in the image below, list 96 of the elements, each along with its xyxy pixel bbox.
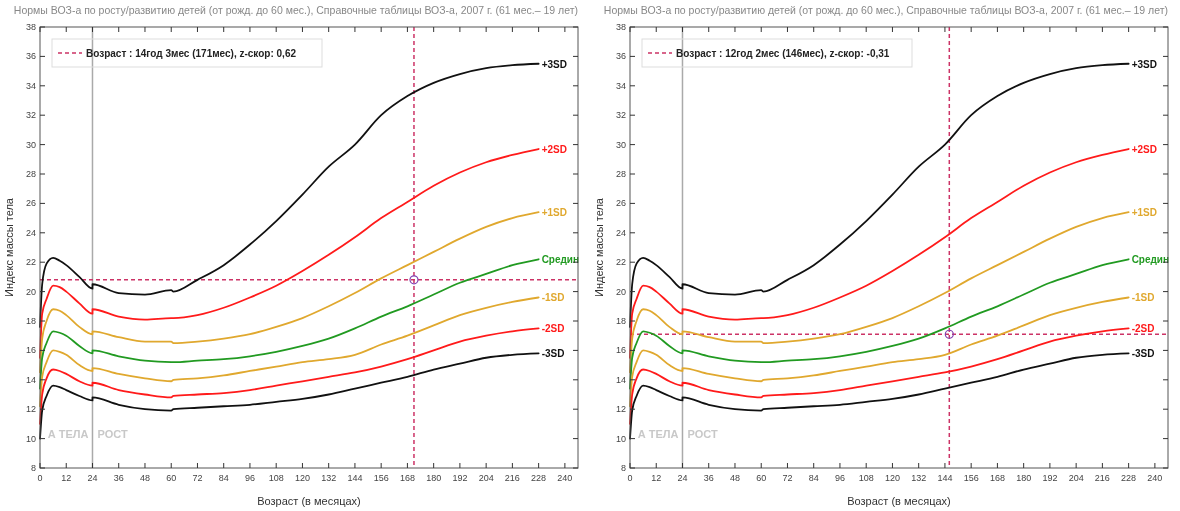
y-tick-label: 14 (25, 374, 36, 385)
x-tick-label: 168 (989, 473, 1005, 483)
x-tick-label: 240 (1147, 473, 1163, 483)
series-label: -2SD (1131, 323, 1155, 335)
y-tick-label: 32 (615, 110, 626, 121)
annotation: Возраст : 14год 3мес (171мес), z-скор: 0,62 (86, 48, 297, 59)
x-tick-label: 204 (1068, 473, 1084, 483)
x-axis-title: Возраст (в месяцах) (257, 495, 361, 507)
y-tick-label: 18 (615, 316, 626, 326)
y-tick-label: 34 (615, 80, 626, 91)
x-tick-label: 228 (531, 473, 547, 483)
x-tick-label: 48 (729, 473, 740, 483)
x-tick-label: 180 (1016, 473, 1032, 483)
x-tick-label: 108 (268, 473, 284, 483)
y-tick-label: 30 (25, 139, 36, 150)
y-tick-label: 36 (615, 51, 626, 62)
x-tick-label: 72 (782, 473, 793, 483)
x-tick-label: 120 (294, 473, 310, 483)
x-axis-title: Возраст (в месяцах) (847, 495, 951, 507)
y-tick-label: 20 (25, 286, 36, 297)
x-tick-label: 156 (373, 473, 389, 483)
chart-title: Нормы ВОЗ-а по росту/развитию детей (от рожд. до 60 мес.), Справочные таблицы ВОЗ-а, 2007 г. (61 мес.– 19 лет) (13, 4, 578, 16)
series-label: -3SD (1131, 348, 1155, 360)
y-tick-label: 32 (25, 110, 36, 121)
x-tick-label: 60 (166, 473, 177, 483)
y-tick-label: 20 (615, 286, 626, 297)
series-label: +3SD (541, 58, 567, 70)
y-tick-label: 22 (615, 257, 626, 268)
series-label: -1SD (541, 292, 565, 304)
series-label: -3SD (541, 348, 565, 360)
x-tick-label: 0 (37, 473, 43, 483)
y-tick-label: 28 (25, 169, 36, 179)
y-tick-label: 16 (615, 345, 626, 356)
x-tick-label: 144 (937, 473, 953, 483)
x-tick-label: 96 (834, 473, 845, 483)
y-tick-label: 10 (615, 433, 626, 444)
series-label: -2SD (541, 323, 565, 335)
x-tick-label: 156 (963, 473, 979, 483)
x-tick-label: 72 (192, 473, 203, 483)
y-tick-label: 28 (615, 169, 626, 179)
series-label: +1SD (1131, 207, 1157, 219)
x-tick-label: 180 (426, 473, 442, 483)
series-label: +2SD (541, 144, 567, 156)
y-tick-label: 38 (25, 22, 36, 32)
x-tick-label: 192 (452, 473, 468, 483)
y-tick-label: 30 (615, 139, 626, 150)
x-tick-label: 168 (399, 473, 415, 483)
y-tick-label: 18 (25, 316, 36, 326)
series-label: +2SD (1131, 144, 1157, 156)
series-label: Средин (541, 254, 580, 266)
x-tick-label: 192 (1042, 473, 1058, 483)
y-axis-title: Индекс массы тела (593, 197, 605, 297)
y-tick-label: 38 (615, 22, 626, 32)
x-tick-label: 132 (321, 473, 337, 483)
y-tick-label: 36 (25, 51, 36, 62)
y-tick-label: 8 (30, 463, 36, 473)
x-tick-label: 36 (113, 473, 124, 483)
y-tick-label: 8 (620, 463, 626, 473)
chart-title: Нормы ВОЗ-а по росту/развитию детей (от рожд. до 60 мес.), Справочные таблицы ВОЗ-а, 2007 г. (61 мес.– 19 лет) (603, 4, 1168, 16)
x-tick-label: 12 (651, 473, 662, 483)
x-tick-label: 240 (557, 473, 573, 483)
x-tick-label: 228 (1121, 473, 1137, 483)
series-label: +3SD (1131, 58, 1157, 70)
y-tick-label: 34 (25, 80, 36, 91)
y-tick-label: 10 (25, 433, 36, 444)
y-tick-label: 12 (615, 404, 626, 415)
y-tick-label: 16 (25, 345, 36, 356)
x-tick-label: 48 (139, 473, 150, 483)
x-tick-label: 12 (61, 473, 72, 483)
y-tick-label: 14 (615, 374, 626, 385)
annotation: Возраст : 12год 2мес (146мес), z-скор: -0,31 (676, 48, 890, 59)
x-tick-label: 24 (677, 473, 688, 483)
y-tick-label: 24 (25, 227, 36, 238)
y-axis-title: Индекс массы тела (3, 197, 15, 297)
y-tick-label: 24 (615, 227, 626, 238)
x-tick-label: 120 (884, 473, 900, 483)
x-tick-label: 0 (627, 473, 633, 483)
x-tick-label: 144 (347, 473, 363, 483)
x-tick-label: 96 (244, 473, 255, 483)
x-tick-label: 204 (478, 473, 494, 483)
x-tick-label: 24 (87, 473, 98, 483)
y-tick-label: 26 (25, 198, 36, 209)
x-tick-label: 84 (218, 473, 229, 483)
x-tick-label: 36 (703, 473, 714, 483)
series-label: -1SD (1131, 292, 1155, 304)
x-tick-label: 108 (858, 473, 874, 483)
series-label: Средин (1131, 254, 1170, 266)
y-tick-label: 12 (25, 404, 36, 415)
x-tick-label: 216 (1094, 473, 1110, 483)
y-tick-label: 26 (615, 198, 626, 209)
x-tick-label: 132 (911, 473, 927, 483)
x-tick-label: 60 (756, 473, 767, 483)
x-tick-label: 216 (504, 473, 520, 483)
series-label: +1SD (541, 207, 567, 219)
y-tick-label: 22 (25, 257, 36, 268)
x-tick-label: 84 (808, 473, 819, 483)
